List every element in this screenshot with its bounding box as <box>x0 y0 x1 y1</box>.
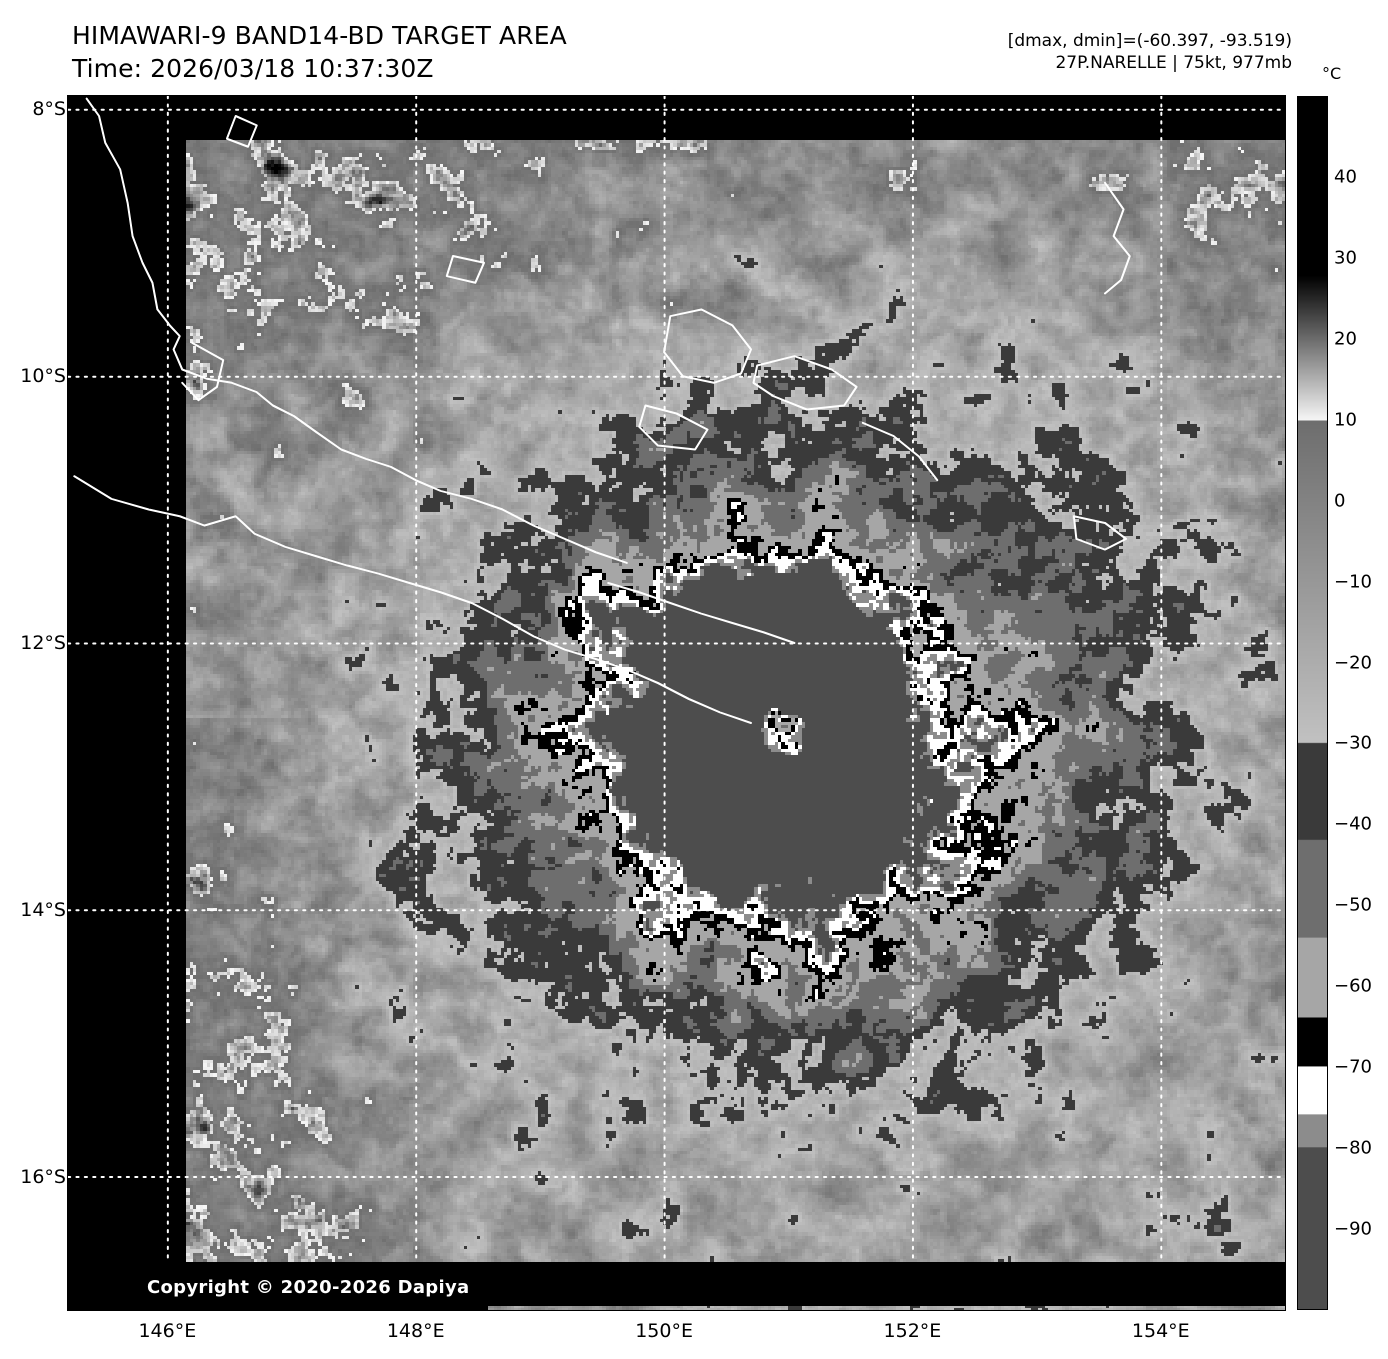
colorbar-unit-label: °C <box>1322 64 1342 83</box>
satellite-image-plot[interactable]: Copyright © 2020-2026 Dapiya <box>68 96 1285 1310</box>
satellite-infrared-canvas[interactable] <box>68 96 1285 1310</box>
colorbar-tick--20: −20 <box>1334 652 1372 674</box>
colorbar-tick-20: 20 <box>1334 328 1357 350</box>
colorbar-tick--80: −80 <box>1334 1137 1372 1159</box>
colorbar-tick--90: −90 <box>1334 1218 1372 1240</box>
colorbar-tick--70: −70 <box>1334 1056 1372 1078</box>
timestamp-label: Time: 2026/03/18 10:37:30Z <box>72 53 434 83</box>
copyright-label: Copyright © 2020-2026 Dapiya <box>147 1277 470 1298</box>
lat-tick-14°S: 14°S <box>20 898 66 921</box>
lon-tick-150°E: 150°E <box>635 1320 693 1342</box>
lat-tick-8°S: 8°S <box>32 98 66 121</box>
colorbar-tick-0: 0 <box>1334 490 1346 512</box>
colorbar-tick--50: −50 <box>1334 894 1372 916</box>
colorbar-tick-40: 40 <box>1334 166 1357 188</box>
colorbar-tick--30: −30 <box>1334 732 1372 754</box>
colorbar-tick-30: 30 <box>1334 247 1357 269</box>
lat-tick-16°S: 16°S <box>20 1165 66 1188</box>
colorbar-tick-10: 10 <box>1334 409 1357 431</box>
lon-tick-154°E: 154°E <box>1131 1320 1190 1342</box>
colorbar-tick--40: −40 <box>1334 813 1372 835</box>
dminmax-label: [dmax, dmin]=(-60.397, -93.519) <box>1007 31 1292 51</box>
colorbar-gradient <box>1298 97 1327 1309</box>
lat-tick-10°S: 10°S <box>20 365 66 388</box>
metadata-block: [dmax, dmin]=(-60.397, -93.519) 27P.NARE… <box>1008 30 1292 74</box>
page-title: HIMAWARI-9 BAND14-BD TARGET AREA <box>72 21 567 50</box>
lon-tick-146°E: 146°E <box>138 1320 197 1342</box>
colorbar-tick--60: −60 <box>1334 975 1372 997</box>
title-block: HIMAWARI-9 BAND14-BD TARGET AREA Time: 2… <box>72 20 567 85</box>
storm-info-label: 27P.NARELLE | 75kt, 977mb <box>1055 53 1292 74</box>
lon-tick-148°E: 148°E <box>386 1320 445 1342</box>
colorbar[interactable] <box>1297 96 1328 1310</box>
lon-tick-152°E: 152°E <box>883 1320 942 1342</box>
lat-tick-12°S: 12°S <box>20 631 66 654</box>
colorbar-tick--10: −10 <box>1334 571 1372 593</box>
